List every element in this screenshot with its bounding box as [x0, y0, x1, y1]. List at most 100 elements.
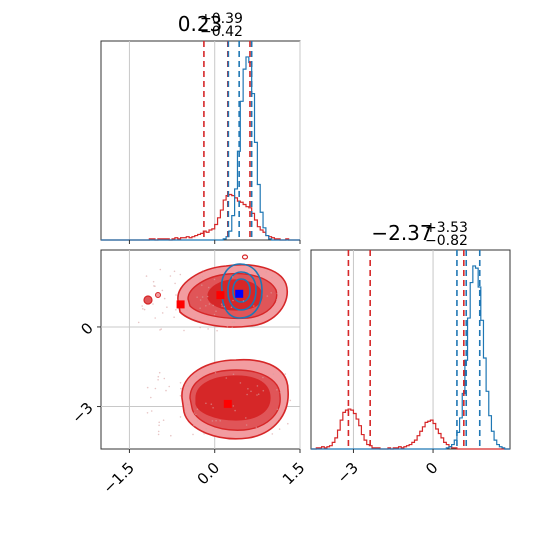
scatter-speck: [207, 328, 209, 330]
scatter-speck: [257, 320, 259, 322]
scatter-speck: [253, 305, 255, 307]
x-tick-label-param2: 0: [422, 459, 441, 478]
hist-param2-blue: [311, 265, 510, 450]
scatter-speck: [271, 276, 273, 279]
scatter-speck: [150, 410, 153, 412]
scatter-speck: [210, 403, 213, 406]
scatter-speck: [201, 296, 204, 298]
scatter-speck: [199, 278, 201, 280]
scatter-speck: [206, 315, 208, 318]
scatter-speck: [234, 409, 236, 412]
scatter-speck: [231, 326, 234, 329]
scatter-speck: [162, 419, 165, 422]
scatter-speck: [278, 418, 280, 420]
scatter-speck: [146, 412, 149, 414]
point-marker: [235, 289, 244, 298]
scatter-speck: [159, 329, 161, 331]
hist-param2-red: [311, 408, 510, 450]
scatter-speck: [166, 306, 168, 309]
scatter-speck: [276, 292, 279, 295]
scatter-speck: [284, 373, 287, 375]
scatter-speck: [202, 374, 204, 377]
scatter-speck: [187, 385, 190, 387]
point-marker: [223, 399, 232, 408]
scatter-speck: [196, 408, 199, 411]
y-tick-label-param2: −3: [68, 399, 96, 427]
scatter-speck: [256, 394, 258, 396]
x-tick-label-param1: −1.5: [99, 459, 137, 497]
scatter-speck: [276, 389, 278, 391]
scatter-points: [137, 268, 292, 437]
scatter-speck: [220, 303, 223, 306]
scatter-speck: [247, 388, 249, 390]
scatter-speck: [205, 428, 207, 430]
scatter-speck: [221, 305, 223, 307]
scatter-speck: [202, 269, 204, 272]
scatter-speck: [195, 413, 197, 416]
scatter-speck: [168, 385, 170, 388]
scatter-speck: [196, 296, 198, 299]
scatter-speck: [276, 408, 279, 411]
scatter-speck: [186, 309, 188, 311]
scatter-speck: [245, 424, 248, 426]
red-mode-lower: [181, 358, 289, 440]
scatter-speck: [154, 285, 156, 288]
scatter-speck: [230, 306, 233, 309]
scatter-speck: [192, 433, 194, 436]
scatter-speck: [216, 329, 218, 332]
scatter-speck: [214, 371, 217, 374]
scatter-speck: [205, 305, 207, 307]
scatter-speck: [271, 433, 274, 435]
scatter-speck: [193, 424, 195, 427]
scatter-speck: [161, 312, 164, 314]
point-marker: [216, 291, 225, 300]
scatter-speck: [232, 405, 235, 407]
scatter-speck: [212, 429, 214, 431]
scatter-speck: [262, 376, 264, 379]
scatter-speck: [212, 304, 214, 307]
scatter-speck: [158, 424, 160, 427]
scatter-speck: [246, 393, 248, 396]
scatter-speck: [173, 270, 176, 273]
scatter-speck: [163, 297, 166, 300]
scatter-speck: [233, 321, 236, 324]
scatter-speck: [187, 403, 189, 406]
scatter-speck: [152, 303, 154, 305]
scatter-speck: [146, 386, 149, 389]
title-param1-median: 0.23: [178, 12, 223, 36]
scatter-speck: [256, 385, 259, 387]
scatter-speck: [214, 268, 217, 271]
scatter-speck: [194, 317, 196, 319]
scatter-speck: [199, 307, 201, 310]
scatter-speck: [175, 309, 177, 311]
scatter-speck: [179, 273, 182, 276]
scatter-speck: [170, 434, 172, 437]
scatter-speck: [157, 375, 160, 378]
scatter-speck: [250, 390, 252, 393]
scatter-speck: [199, 326, 201, 329]
scatter-speck: [152, 280, 155, 283]
scatter-speck: [272, 373, 275, 375]
scatter-speck: [150, 396, 152, 399]
scatter-speck: [215, 419, 217, 422]
point-marker: [176, 300, 185, 309]
scatter-speck: [179, 394, 182, 397]
scatter-speck: [193, 412, 196, 414]
scatter-speck: [145, 275, 148, 277]
scatter-speck: [207, 286, 210, 289]
scatter-speck: [183, 329, 185, 332]
scatter-speck: [275, 310, 278, 313]
scatter-speck: [154, 387, 157, 390]
title-param2-minus: −0.82: [425, 233, 468, 249]
scatter-speck: [179, 382, 182, 384]
title-param1-minus: −0.42: [200, 24, 243, 40]
scatter-speck: [219, 420, 221, 422]
scatter-speck: [169, 275, 172, 277]
scatter-speck: [163, 377, 166, 380]
scatter-speck: [213, 278, 216, 281]
blue-contours: [220, 263, 263, 319]
title-param1: 0.23: [178, 12, 223, 36]
scatter-speck: [223, 305, 225, 308]
title-param1-plus: +0.39: [200, 11, 243, 27]
